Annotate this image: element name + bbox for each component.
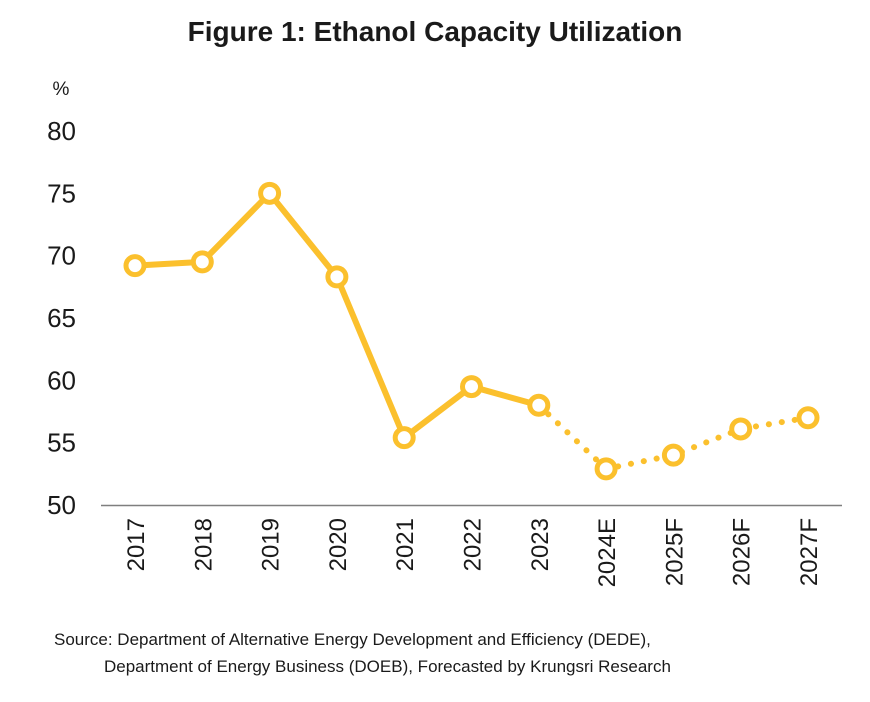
source-note-line-1: Source: Department of Alternative Energy… bbox=[54, 630, 651, 649]
x-tick-label: 2017 bbox=[123, 518, 150, 571]
data-point-marker bbox=[796, 406, 820, 430]
x-tick-label: 2020 bbox=[325, 518, 352, 571]
y-tick-label: 70 bbox=[47, 241, 76, 271]
source-note-line-2: Department of Energy Business (DOEB), Fo… bbox=[104, 657, 671, 676]
x-tick-label: 2023 bbox=[527, 518, 554, 571]
y-tick-label: 55 bbox=[47, 428, 76, 458]
data-point-marker bbox=[325, 265, 349, 289]
x-axis-ticks: 2017 2018 2019 2020 2021 2022 2023 2024E 2025F 20… bbox=[123, 518, 823, 587]
y-tick-label: 80 bbox=[47, 116, 76, 146]
x-tick-label: 2026F bbox=[729, 518, 756, 586]
chart-title: Figure 1: Ethanol Capacity Utilization bbox=[187, 16, 683, 47]
data-point-marker bbox=[258, 181, 282, 205]
x-tick-label: 2025F bbox=[661, 518, 688, 586]
data-point-marker bbox=[123, 254, 147, 278]
x-tick-label: 2019 bbox=[258, 518, 285, 571]
data-points bbox=[123, 181, 820, 481]
data-point-marker bbox=[527, 393, 551, 417]
x-tick-label: 2018 bbox=[190, 518, 217, 571]
data-point-marker bbox=[661, 443, 685, 467]
y-tick-label: 65 bbox=[47, 303, 76, 333]
y-axis-unit-label: % bbox=[53, 79, 70, 100]
x-tick-label: 2027F bbox=[796, 518, 823, 586]
x-tick-label: 2024E bbox=[594, 518, 621, 587]
series-line-actual bbox=[132, 190, 542, 441]
y-axis-ticks: 50 55 60 65 70 75 80 bbox=[47, 116, 76, 520]
y-tick-label: 75 bbox=[47, 178, 76, 208]
x-tick-label: 2021 bbox=[392, 518, 419, 571]
y-tick-label: 50 bbox=[47, 490, 76, 520]
data-point-marker bbox=[729, 417, 753, 441]
data-point-marker bbox=[190, 250, 214, 274]
data-point-marker bbox=[392, 426, 416, 450]
series-lines bbox=[132, 190, 811, 473]
data-point-marker bbox=[594, 457, 618, 481]
y-tick-label: 60 bbox=[47, 365, 76, 395]
data-point-marker bbox=[460, 375, 483, 399]
x-tick-label: 2022 bbox=[460, 518, 487, 571]
